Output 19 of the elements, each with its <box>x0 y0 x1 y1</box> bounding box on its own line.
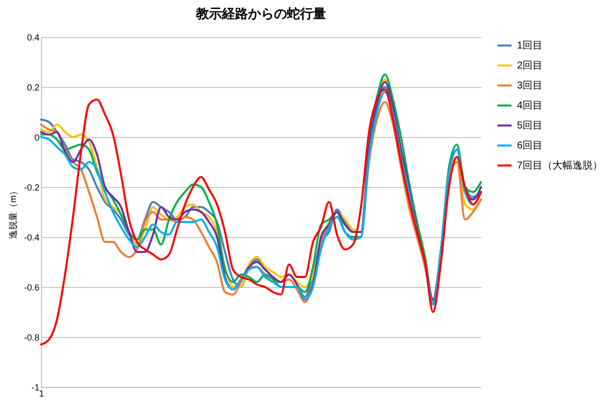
y-tick-label: -1 <box>31 382 40 392</box>
line-series <box>40 88 482 346</box>
legend-label: 6回目 <box>517 140 543 152</box>
legend-label: 3回目 <box>517 80 543 92</box>
y-tick-label: 0 <box>34 132 40 142</box>
chart-title: 教示経路からの蛇行量 <box>195 6 326 21</box>
y-tick-label: 0.4 <box>26 32 40 42</box>
legend-label: 2回目 <box>517 60 543 72</box>
y-tick-label: -0.8 <box>24 332 40 342</box>
legend-label: 1回目 <box>517 40 543 52</box>
legend-label: 5回目 <box>517 120 543 132</box>
y-tick-label: -0.4 <box>24 232 40 242</box>
legend-label: 7回目（大幅逸脱） <box>517 160 600 172</box>
x-tick-label: 1 <box>38 388 44 398</box>
y-tick-label: -0.6 <box>24 282 40 292</box>
y-tick-label: 0.2 <box>26 82 40 92</box>
y-axis-title: 逸脱量（m） <box>8 186 18 239</box>
legend-label: 4回目 <box>517 100 543 112</box>
y-tick-label: -0.2 <box>24 182 40 192</box>
